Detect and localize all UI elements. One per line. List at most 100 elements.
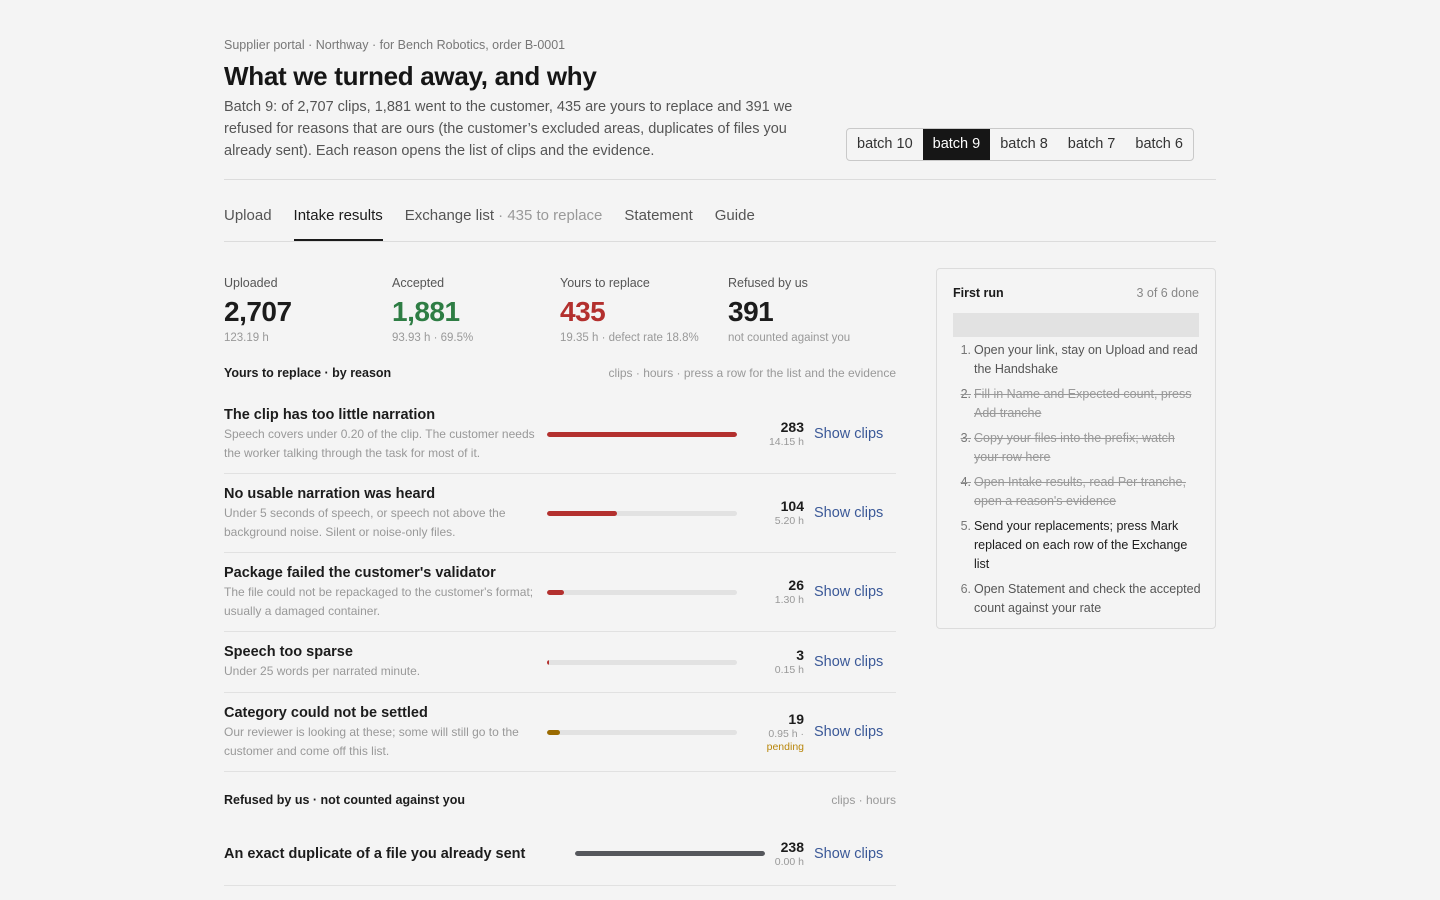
first-run-step: 3. Copy your files into the prefix; watch… [953,429,1201,467]
refused-reason-list: An exact duplicate of a file you already… [224,822,896,886]
refused-row[interactable]: An exact duplicate of a file you already… [224,822,896,886]
first-run-panel: First run 3 of 6 done 1. Open your link, … [936,268,1216,629]
reason-totals: 26 1.30 h [746,577,804,607]
reason-description: Our reviewer is looking at these; some w… [224,724,519,758]
stat-detail: not counted against you [728,332,851,344]
reason-name: Package failed the customer's validator [224,564,496,581]
tab-label: Intake results [293,207,383,224]
stats-strip: Uploaded 2,707 123.19 h Accepted 1,881 93.93 … [224,276,896,344]
refused-text: An exact duplicate of a file you already… [224,845,574,863]
batch-tab-batch-10[interactable]: batch 10 [857,136,913,152]
step-text: Open your link, stay on Upload and read … [974,343,1198,376]
show-clips-link[interactable]: Show clips [814,426,884,442]
step-text: Send your replacements; press Mark repla… [974,519,1188,571]
batch-tab-batch-9[interactable]: batch 9 [922,129,991,160]
reason-text: The clip has too little narration Speech … [224,406,547,463]
reason-description: Speech covers under 0.20 of the clip. Th… [224,426,535,460]
stat-label: Yours to replace [560,276,650,290]
stat-value: 2,707 [224,296,292,327]
reason-row[interactable]: No usable narration was heard Under 5 sec… [224,474,896,553]
tab-statement[interactable]: Statement [624,207,692,241]
refused-share-fill [575,851,765,856]
stat-label: Uploaded [224,276,278,290]
reason-clip-count: 26 [788,577,804,593]
batch-switcher: batch 10 batch 9 batch 8 batch 7 batch 6 [846,128,1194,161]
first-run-step: 2. Fill in Name and Expected count, press… [953,385,1201,423]
tab-guide[interactable]: Guide [715,207,755,241]
tab-label: Upload [224,207,272,224]
stat-label: Refused by us [728,276,808,290]
refused-section-header: Refused by us · not counted against you … [224,793,896,807]
reason-hours: 0.15 h [774,664,804,676]
tab-badge: · 435 to replace [493,207,603,224]
divider [224,179,1216,180]
refused-name: An exact duplicate of a file you already… [224,845,526,862]
tab-label: Exchange list [404,207,494,224]
step-text: Open Intake results, read Per tranche, o… [974,475,1186,508]
refused-clip-count: 238 [780,838,804,855]
page-summary: Batch 9: of 2,707 clips, 1,881 went to t… [224,99,793,159]
reason-row[interactable]: The clip has too little narration Speech … [224,395,896,474]
tab-exchange-list[interactable]: Exchange list · 435 to replace [405,207,603,241]
first-run-title: First run [953,286,1004,300]
step-number: 6. [960,582,971,596]
reason-hours: 1.30 h [774,594,804,606]
reason-share-fill [547,659,550,665]
step-text: Copy your files into the prefix; watch y… [974,431,1175,464]
step-text: Open Statement and check the accepted co… [974,582,1201,615]
batch-tab-batch-6[interactable]: batch 6 [1135,136,1183,152]
reason-clip-count: 283 [780,419,804,435]
reason-row[interactable]: Package failed the customer's validator T… [224,553,896,632]
reason-text: No usable narration was heard Under 5 sec… [224,485,547,542]
first-run-step: 6. Open Statement and check the accepted … [953,580,1201,618]
stat-detail: 19.35 h · defect rate 18.8% [560,332,699,344]
step-text: Fill in Name and Expected count, press A… [974,387,1192,420]
step-number: 3. [960,431,971,445]
first-run-steps: 1. Open your link, stay on Upload and rea… [953,341,1201,624]
step-number: 5. [960,519,971,533]
stat-value: 391 [728,296,774,327]
show-clips-link[interactable]: Show clips [814,845,884,862]
reason-clip-count: 19 [788,711,804,727]
pending-badge: pending [766,741,804,753]
reason-row[interactable]: Speech too sparse Under 25 words per narr… [224,632,896,693]
reason-share-fill [547,510,618,516]
batch-tab-batch-7[interactable]: batch 7 [1067,136,1116,152]
show-clips-link[interactable]: Show clips [814,584,884,600]
reason-totals: 3 0.15 h [746,647,804,677]
show-clips-link[interactable]: Show clips [814,724,884,740]
first-run-step: 4. Open Intake results, read Per tranche,… [953,473,1201,511]
reason-clip-count: 3 [796,647,804,663]
show-clips-link[interactable]: Show clips [814,505,884,521]
stat-to-replace: Yours to replace 435 19.35 h · defect rate… [560,276,728,344]
tab-intake-results[interactable]: Intake results [293,207,383,241]
replace-section-header: Yours to replace · by reason clips · hou… [224,366,896,380]
reason-share-bar [547,589,737,595]
first-run-header: First run 3 of 6 done [953,286,1199,300]
step-number: 1. [960,343,971,357]
step-number: 4. [960,475,971,489]
reason-share-fill [547,729,560,735]
step-number: 2. [960,387,971,401]
reason-text: Package failed the customer's validator T… [224,564,547,621]
stat-value: 1,881 [392,296,460,327]
reason-totals: 104 5.20 h [746,498,804,528]
reason-share-bar [547,510,737,516]
tab-upload[interactable]: Upload [224,207,272,241]
reason-name: The clip has too little narration [224,406,436,423]
reason-totals: 283 14.15 h [746,419,804,449]
first-run-step: 5. Send your replacements; press Mark rep… [953,517,1201,574]
reason-description: Under 25 words per narrated minute. [224,664,421,678]
reason-row[interactable]: Category could not be settled Our reviewe… [224,693,896,772]
reason-name: Speech too sparse [224,644,353,660]
reason-clip-count: 104 [780,498,804,514]
reason-share-fill [547,431,737,437]
page-title: What we turned away, and why [224,61,597,91]
show-clips-link[interactable]: Show clips [814,654,884,670]
reason-totals: 19 0.95 h · pending [746,711,804,753]
divider [224,241,1216,242]
batch-tab-batch-8[interactable]: batch 8 [1000,136,1048,152]
reason-text: Category could not be settled Our reviewe… [224,704,547,761]
reason-name: No usable narration was heard [224,485,436,502]
replace-section-hint: clips · hours · press a row for the list… [608,366,896,380]
